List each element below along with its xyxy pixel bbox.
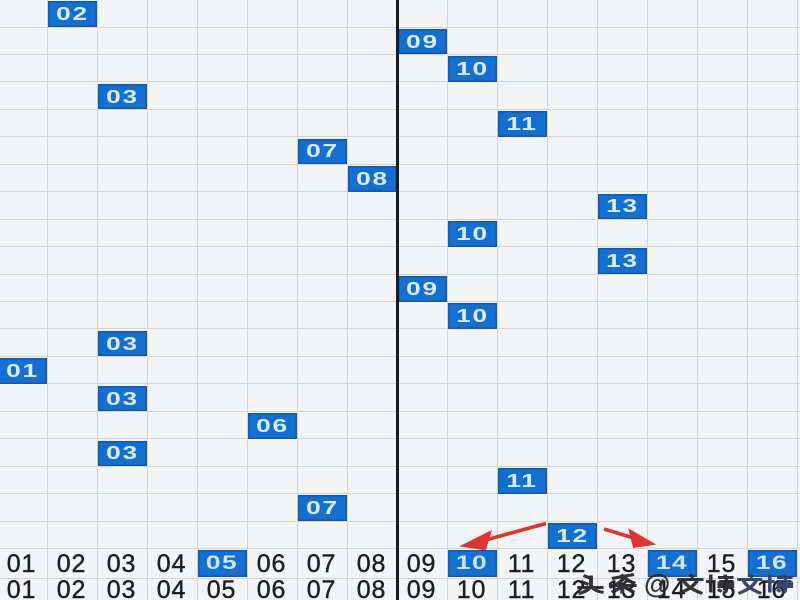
svg-text:@: @ bbox=[644, 569, 670, 599]
